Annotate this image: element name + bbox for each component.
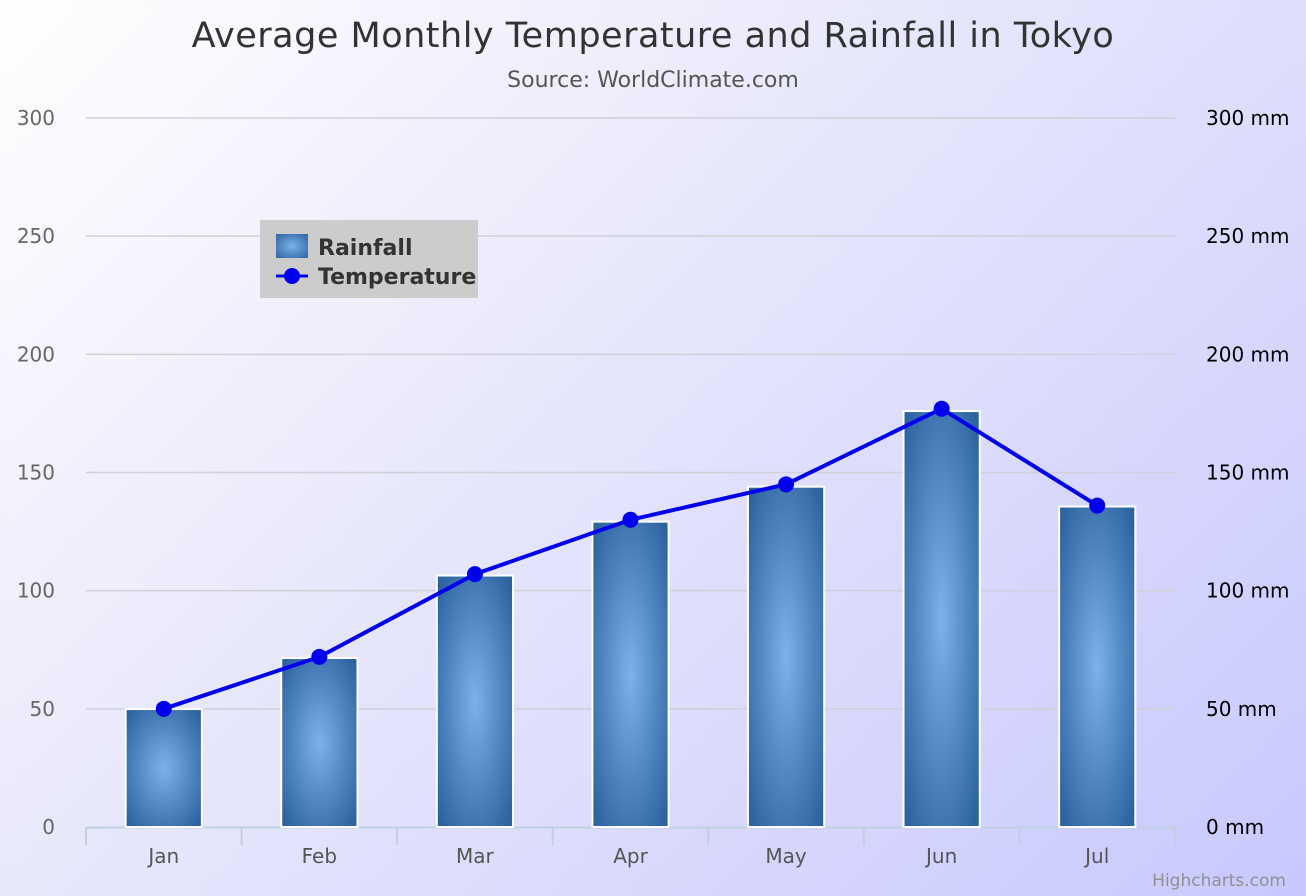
rainfall-series [124, 410, 1137, 828]
right-tick-label: 150 mm [1206, 461, 1290, 485]
right-y-axis: 0 mm 50 mm 100 mm 150 mm 200 mm 250 mm 300 mm [1206, 106, 1290, 839]
temperature-point [622, 511, 639, 528]
right-tick-label: 100 mm [1206, 579, 1290, 603]
legend[interactable]: Rainfall Temperature [260, 220, 478, 298]
rainfall-bar [124, 708, 203, 828]
rainfall-bar [435, 574, 515, 828]
rainfall-bar [746, 485, 826, 828]
legend-rainfall-swatch [276, 234, 308, 258]
rainfall-bar [280, 657, 359, 828]
chart-subtitle: Source: WorldClimate.com [507, 68, 799, 93]
x-axis: Jan Feb Mar Apr May Jun Jul [85, 826, 1176, 868]
legend-item-rainfall[interactable]: Rainfall [276, 234, 413, 261]
x-tick-label: Mar [456, 844, 495, 868]
x-tick-label: May [765, 844, 807, 868]
temperature-point [311, 648, 328, 665]
temperature-point [155, 700, 172, 717]
right-tick-label: 250 mm [1206, 224, 1290, 248]
temperature-series [155, 400, 1106, 717]
left-tick-label: 100 [17, 579, 55, 603]
temperature-point [933, 400, 950, 417]
right-tick-label: 300 mm [1206, 106, 1290, 130]
rainfall-bar [902, 410, 981, 828]
credits-link[interactable]: Highcharts.com [1152, 871, 1286, 891]
right-tick-label: 50 mm [1206, 697, 1277, 721]
legend-temperature-label: Temperature [318, 265, 476, 290]
temperature-point [1089, 497, 1106, 514]
legend-box [260, 220, 478, 298]
left-tick-label: 300 [17, 106, 55, 130]
chart-title: Average Monthly Temperature and Rainfall… [192, 16, 1115, 56]
legend-temperature-marker [284, 268, 300, 284]
x-tick-label: Jul [1083, 844, 1109, 868]
left-tick-label: 200 [17, 342, 55, 366]
right-tick-label: 200 mm [1206, 342, 1290, 366]
left-tick-label: 150 [17, 461, 55, 485]
legend-rainfall-label: Rainfall [318, 236, 413, 261]
legend-item-temperature[interactable]: Temperature [276, 265, 476, 290]
x-tick-label: Apr [613, 844, 648, 868]
left-tick-label: 50 [30, 697, 55, 721]
right-tick-label: 0 mm [1206, 815, 1264, 839]
left-tick-label: 250 [17, 224, 55, 248]
rainfall-bar [591, 520, 670, 828]
x-tick-label: Feb [302, 844, 337, 868]
x-tick-label: Jun [924, 844, 957, 868]
left-tick-label: 0 [42, 815, 55, 839]
left-y-axis: 0 50 100 150 200 250 300 [17, 106, 55, 839]
temperature-point [778, 476, 795, 493]
x-tick-label: Jan [146, 844, 179, 868]
rainfall-bar [1058, 505, 1137, 828]
temperature-point [466, 566, 483, 583]
